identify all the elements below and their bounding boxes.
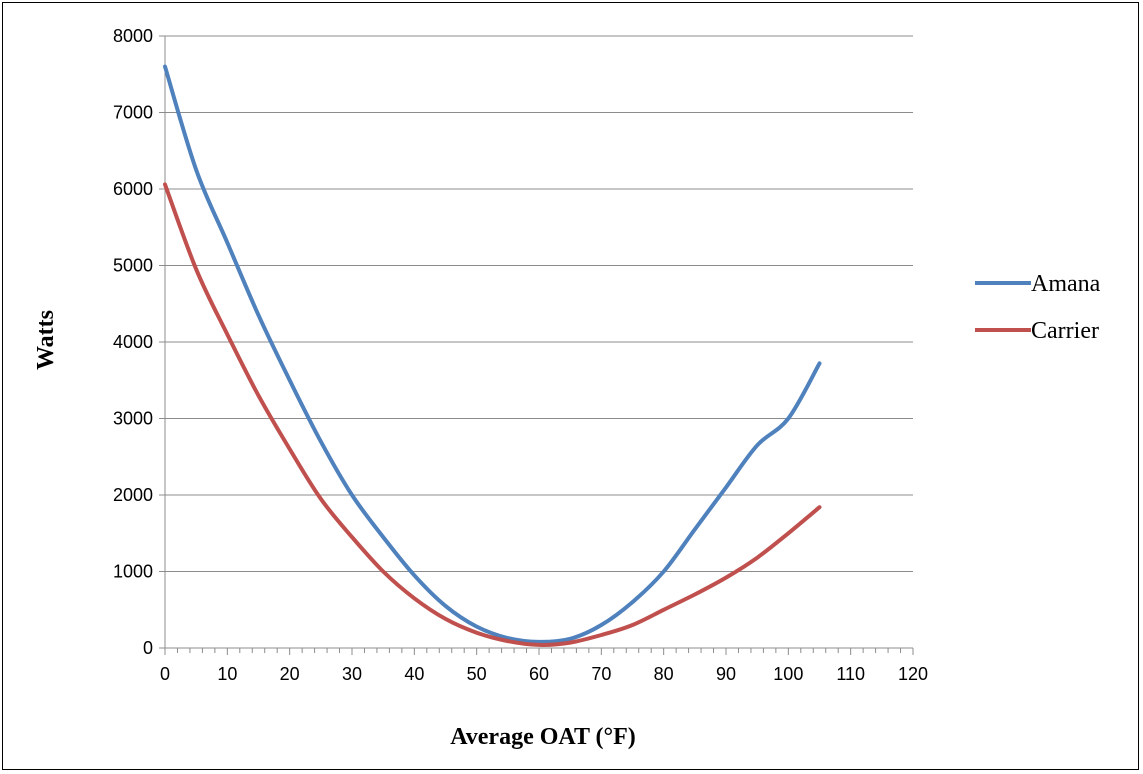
y-tick-label: 5000 xyxy=(113,256,153,276)
x-tick-label: 120 xyxy=(898,664,928,684)
series-line-amana xyxy=(163,64,822,644)
x-axis-title: Average OAT (°F) xyxy=(450,724,636,750)
x-tick-label: 0 xyxy=(160,664,170,684)
y-tick-label: 4000 xyxy=(113,332,153,352)
axes xyxy=(159,35,914,655)
x-tick-label: 100 xyxy=(773,664,803,684)
y-tick-label: 2000 xyxy=(113,485,153,505)
legend-label-carrier: Carrier xyxy=(1031,318,1099,344)
x-tick-label: 40 xyxy=(404,664,424,684)
x-tick-label: 110 xyxy=(836,664,865,684)
x-tick-label: 30 xyxy=(342,664,362,684)
y-tick-label: 7000 xyxy=(113,103,153,123)
gridlines xyxy=(165,35,913,572)
tick-labels: 0 1000 2000 3000 4000 5000 6000 7000 8000 0 10 20 30… xyxy=(113,26,928,684)
y-tick-label: 1000 xyxy=(113,562,153,582)
legend: Amana Carrier xyxy=(975,271,1101,344)
y-axis-title: Watts xyxy=(33,310,59,370)
x-tick-label: 90 xyxy=(716,664,736,684)
legend-label-amana: Amana xyxy=(1031,271,1101,297)
y-tick-label: 8000 xyxy=(113,26,153,46)
x-tick-label: 10 xyxy=(217,664,237,684)
y-tick-label: 3000 xyxy=(113,409,153,429)
x-tick-label: 80 xyxy=(654,664,674,684)
series-line-carrier xyxy=(163,182,822,647)
x-tick-label: 60 xyxy=(529,664,549,684)
series-lines xyxy=(163,64,822,647)
x-tick-label: 70 xyxy=(591,664,611,684)
y-tick-label: 0 xyxy=(143,638,153,658)
x-tick-label: 20 xyxy=(280,664,300,684)
chart-svg: 0 1000 2000 3000 4000 5000 6000 7000 8000 0 10 20 30… xyxy=(33,26,1101,750)
y-tick-label: 6000 xyxy=(113,179,153,199)
x-tick-label: 50 xyxy=(467,664,487,684)
